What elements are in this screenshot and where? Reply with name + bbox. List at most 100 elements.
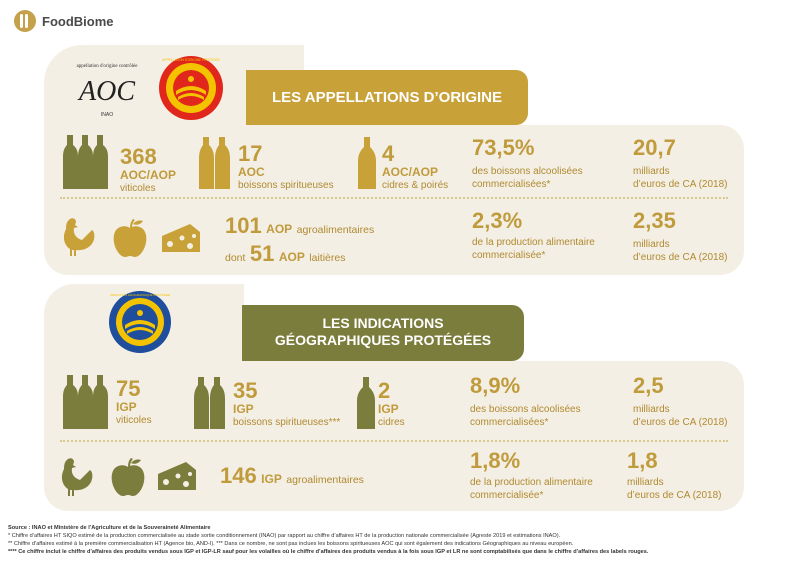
- stat-desc: cidres & poirés: [382, 180, 449, 191]
- stat-desc: laitières: [309, 252, 346, 264]
- stat-desc-1: milliards: [627, 477, 664, 488]
- stat-desc: agroalimentaires: [286, 474, 364, 486]
- stat-desc-2: d’euros de CA (2018): [633, 252, 728, 263]
- stat-1-8-pct: 1,8% de la production alimentaire commer…: [470, 450, 593, 502]
- stat-8-9: 8,9% des boissons alcoolisées commercial…: [470, 375, 581, 429]
- stat-prefix: dont: [225, 252, 246, 264]
- stat-desc-2: commercialisée*: [470, 490, 544, 501]
- stat-desc: agroalimentaires: [296, 224, 375, 236]
- stat-number: 2,35: [633, 208, 676, 233]
- foodbiome-logo-icon: [14, 10, 36, 32]
- stat-73-5: 73,5% des boissons alcoolisées commercia…: [472, 137, 583, 191]
- footer-notes: Source : INAO et Ministère de l’Agricult…: [8, 524, 798, 556]
- stat-desc-2: commercialisées*: [472, 179, 551, 190]
- stat-desc-1: de la production alimentaire: [470, 477, 593, 488]
- footer-note-3: **** Ce chiffre inclut le chiffre d’affa…: [8, 549, 649, 555]
- cheese-icon: [156, 460, 198, 497]
- section1-data-panel: [44, 125, 744, 275]
- stat-desc-2: d’euros de CA (2018): [627, 490, 722, 501]
- stat-label: IGP: [116, 400, 137, 414]
- aoc-mark: AOC: [77, 76, 135, 107]
- section2-title-line2: GÉOGRAPHIQUES PROTÉGÉES: [274, 332, 492, 348]
- spirit-bottles-icon: [198, 135, 234, 196]
- stat-number: 2,3%: [472, 208, 523, 233]
- brand: FoodBiome: [14, 10, 114, 32]
- igp-badge-text: INDICATION GÉOGRAPHIQUE PROTÉGÉE: [110, 292, 170, 297]
- stat-2-3: 2,3% de la production alimentaire commer…: [472, 210, 595, 262]
- stat-desc: boissons spiritueuses***: [233, 417, 341, 428]
- stat-2-igp: 2 IGP cidres: [378, 380, 405, 429]
- stat-35: 35 IGP boissons spiritueuses***: [233, 380, 340, 429]
- stat-label: AOC: [238, 165, 265, 179]
- stat-2-35: 2,35 milliards d’euros de CA (2018): [633, 210, 728, 264]
- aop-badge-icon: APPELLATION D'ORIGINE PROTÉGÉE: [158, 55, 224, 121]
- stat-desc: cidres: [378, 417, 405, 428]
- aoc-brand: INAO: [101, 112, 113, 118]
- stat-desc-1: de la production alimentaire: [472, 237, 595, 248]
- stat-number: 17: [238, 141, 263, 166]
- chicken-icon: [58, 455, 98, 504]
- stat-75: 75 IGP viticoles: [116, 378, 152, 427]
- spirit-bottles-icon: [193, 375, 229, 436]
- stat-number: 146: [220, 463, 257, 488]
- stat-label: AOC/AOP: [120, 168, 177, 182]
- section2-title-line1: LES INDICATIONS: [322, 315, 444, 331]
- stat-desc: boissons spiritueuses: [238, 180, 334, 191]
- section1-divider: [60, 197, 728, 199]
- stat-label: IGP: [233, 402, 254, 416]
- stat-51-aop: dont 51 AOP laitières: [225, 243, 345, 266]
- stat-desc-2: d’euros de CA (2018): [633, 417, 728, 428]
- section1-title: LES APPELLATIONS D’ORIGINE: [271, 89, 503, 106]
- stat-desc: viticoles: [116, 415, 152, 426]
- stat-desc-1: milliards: [633, 404, 670, 415]
- footer-source: Source : INAO et Ministère de l’Agricult…: [8, 525, 211, 531]
- stat-desc-1: milliards: [633, 239, 670, 250]
- stat-number: 20,7: [633, 135, 676, 160]
- stat-number: 101: [225, 213, 262, 238]
- stat-desc-1: des boissons alcoolisées: [470, 404, 581, 415]
- stat-label: IGP: [261, 472, 282, 486]
- footer-note-1: * Chiffre d’affaires HT SIQO estimé de l…: [8, 533, 561, 539]
- stat-number: 51: [249, 241, 275, 266]
- aop-badge-text: APPELLATION D'ORIGINE PROTÉGÉE: [162, 57, 219, 62]
- stat-desc-2: commercialisées*: [470, 417, 549, 428]
- stat-number: 1,8: [627, 448, 658, 473]
- wine-bottles-icon: [62, 133, 114, 196]
- stat-1-8-ca: 1,8 milliards d’euros de CA (2018): [627, 450, 722, 502]
- stat-desc-1: des boissons alcoolisées: [472, 166, 583, 177]
- stat-146-igp: 146 IGP agroalimentaires: [220, 465, 364, 488]
- wine-bottles-icon: [62, 373, 114, 436]
- stat-17: 17 AOC boissons spiritueuses: [238, 143, 334, 192]
- stat-number: 73,5%: [472, 135, 535, 160]
- stat-20-7: 20,7 milliards d’euros de CA (2018): [633, 137, 728, 191]
- stat-label: AOC/AOP: [382, 165, 439, 179]
- stat-number: 368: [120, 144, 157, 169]
- stat-number: 4: [382, 141, 395, 166]
- stat-desc-2: d’euros de CA (2018): [633, 179, 728, 190]
- apple-icon: [110, 216, 150, 263]
- stat-label: IGP: [378, 402, 399, 416]
- cider-bottle-icon: [357, 135, 377, 196]
- stat-desc-2: commercialisée*: [472, 250, 546, 261]
- stat-2-5: 2,5 milliards d’euros de CA (2018): [633, 375, 728, 429]
- stat-desc: viticoles: [120, 183, 156, 194]
- stat-101-aop: 101 AOP agroalimentaires: [225, 215, 374, 238]
- stat-label: AOP: [266, 222, 293, 236]
- chicken-icon: [60, 215, 100, 264]
- aoc-arc-text: appellation d'origine contrôlée: [77, 64, 139, 69]
- stat-number: 8,9%: [470, 373, 521, 398]
- igp-badge-icon: INDICATION GÉOGRAPHIQUE PROTÉGÉE: [108, 290, 172, 354]
- cheese-icon: [160, 222, 202, 259]
- stat-number: 2,5: [633, 373, 664, 398]
- stat-number: 2: [378, 378, 391, 403]
- section1-banner: LES APPELLATIONS D’ORIGINE: [246, 70, 528, 125]
- cider-bottle-icon: [356, 375, 376, 436]
- stat-number: 35: [233, 378, 258, 403]
- footer-note-2: ** Chiffre d’affaires estimé à la premiè…: [8, 541, 574, 547]
- apple-icon: [108, 455, 148, 502]
- stat-desc-1: milliards: [633, 166, 670, 177]
- stat-4: 4 AOC/AOP cidres & poirés: [382, 143, 448, 192]
- brand-name: FoodBiome: [42, 13, 114, 29]
- stat-368: 368 AOC/AOP viticoles: [120, 146, 176, 195]
- section2-banner: LES INDICATIONS GÉOGRAPHIQUES PROTÉGÉES: [242, 305, 524, 361]
